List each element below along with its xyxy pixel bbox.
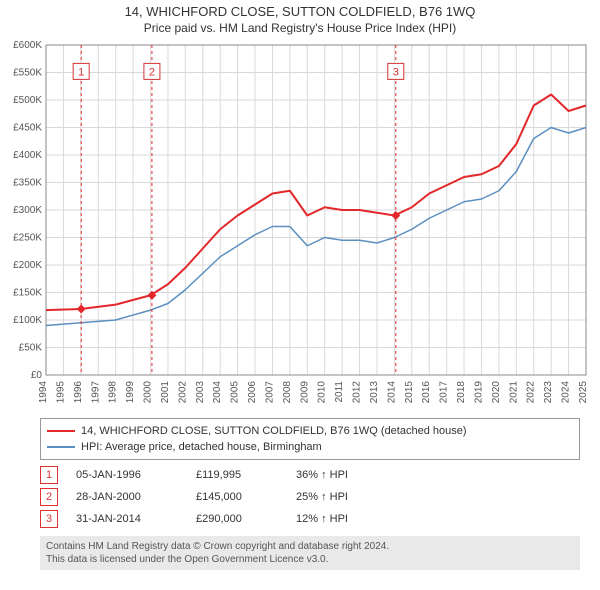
event-pct: 12% ↑ HPI (296, 513, 348, 525)
svg-text:2013: 2013 (369, 381, 380, 404)
page-title: 14, WHICHFORD CLOSE, SUTTON COLDFIELD, B… (0, 4, 600, 19)
svg-text:£150K: £150K (13, 288, 42, 299)
event-pct: 36% ↑ HPI (296, 469, 348, 481)
event-pct: 25% ↑ HPI (296, 491, 348, 503)
legend-swatch (47, 446, 75, 448)
svg-text:£500K: £500K (13, 95, 42, 106)
svg-text:2025: 2025 (578, 381, 589, 404)
event-price: £119,995 (196, 469, 296, 481)
svg-text:2007: 2007 (264, 381, 275, 404)
svg-text:2021: 2021 (508, 381, 519, 404)
svg-text:1994: 1994 (38, 381, 49, 404)
svg-text:2019: 2019 (473, 381, 484, 404)
svg-text:2005: 2005 (230, 381, 241, 404)
footer-line: This data is licensed under the Open Gov… (46, 553, 574, 566)
event-marker-box: 2 (40, 488, 58, 506)
events-table: 1 05-JAN-1996£119,99536% ↑ HPI 2 28-JAN-200… (40, 464, 580, 530)
svg-text:2018: 2018 (456, 381, 467, 404)
svg-text:£550K: £550K (13, 68, 42, 79)
svg-text:2003: 2003 (195, 381, 206, 404)
svg-text:£600K: £600K (13, 40, 42, 51)
svg-text:1: 1 (78, 66, 84, 78)
legend-label: HPI: Average price, detached house, Birm… (81, 441, 322, 453)
svg-text:2009: 2009 (299, 381, 310, 404)
svg-text:2011: 2011 (334, 381, 345, 403)
svg-text:2012: 2012 (352, 381, 363, 404)
svg-text:1998: 1998 (108, 381, 119, 404)
svg-text:2017: 2017 (439, 381, 450, 404)
svg-text:2: 2 (149, 66, 155, 78)
legend-label: 14, WHICHFORD CLOSE, SUTTON COLDFIELD, B… (81, 425, 467, 437)
svg-text:£50K: £50K (19, 343, 43, 354)
svg-text:2024: 2024 (561, 381, 572, 404)
svg-text:1996: 1996 (73, 381, 84, 404)
svg-text:2006: 2006 (247, 381, 258, 404)
svg-text:2023: 2023 (543, 381, 554, 404)
svg-text:2020: 2020 (491, 381, 502, 404)
event-marker-box: 1 (40, 466, 58, 484)
svg-text:2000: 2000 (143, 381, 154, 404)
svg-text:£200K: £200K (13, 260, 42, 271)
event-row: 2 28-JAN-2000£145,00025% ↑ HPI (40, 486, 580, 508)
svg-text:2001: 2001 (160, 381, 171, 404)
event-date: 31-JAN-2014 (76, 513, 196, 525)
svg-text:£450K: £450K (13, 123, 42, 134)
svg-text:2022: 2022 (526, 381, 537, 404)
event-date: 28-JAN-2000 (76, 491, 196, 503)
svg-text:1997: 1997 (90, 381, 101, 404)
svg-text:2008: 2008 (282, 381, 293, 404)
svg-text:2004: 2004 (212, 381, 223, 404)
svg-text:1995: 1995 (55, 381, 66, 404)
svg-text:£400K: £400K (13, 150, 42, 161)
svg-text:£0: £0 (31, 370, 43, 381)
event-marker-box: 3 (40, 510, 58, 528)
svg-text:2010: 2010 (317, 381, 328, 404)
svg-text:2016: 2016 (421, 381, 432, 404)
svg-text:1999: 1999 (125, 381, 136, 404)
event-price: £290,000 (196, 513, 296, 525)
price-chart: £0 £50K £100K £150K £200K £250K £300K £350K £400… (0, 35, 600, 410)
page-subtitle: Price paid vs. HM Land Registry's House … (0, 21, 600, 35)
svg-text:£300K: £300K (13, 205, 42, 216)
svg-text:£100K: £100K (13, 315, 42, 326)
footer-line: Contains HM Land Registry data © Crown c… (46, 540, 574, 553)
event-row: 3 31-JAN-2014£290,00012% ↑ HPI (40, 508, 580, 530)
svg-text:3: 3 (393, 66, 399, 78)
legend-item: HPI: Average price, detached house, Birm… (47, 439, 573, 455)
svg-text:£350K: £350K (13, 178, 42, 189)
attribution-footer: Contains HM Land Registry data © Crown c… (40, 536, 580, 570)
event-price: £145,000 (196, 491, 296, 503)
event-date: 05-JAN-1996 (76, 469, 196, 481)
svg-text:£250K: £250K (13, 233, 42, 244)
event-row: 1 05-JAN-1996£119,99536% ↑ HPI (40, 464, 580, 486)
svg-text:2002: 2002 (177, 381, 188, 404)
svg-text:2014: 2014 (386, 381, 397, 404)
legend: 14, WHICHFORD CLOSE, SUTTON COLDFIELD, B… (40, 418, 580, 460)
legend-swatch (47, 430, 75, 432)
legend-item: 14, WHICHFORD CLOSE, SUTTON COLDFIELD, B… (47, 423, 573, 439)
svg-text:2015: 2015 (404, 381, 415, 404)
